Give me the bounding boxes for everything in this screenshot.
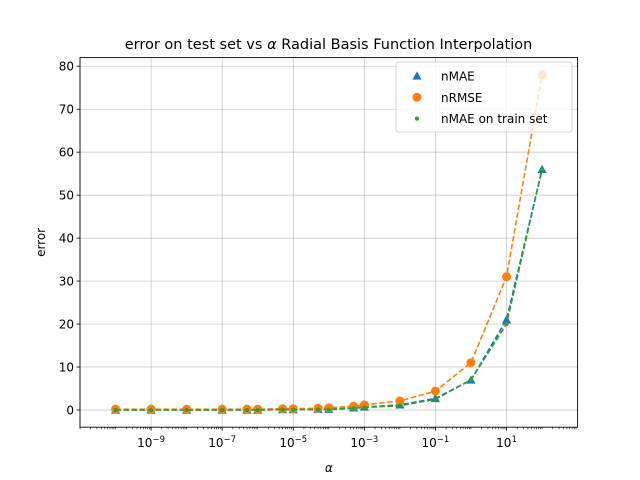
data-point-nmae-on-train-set xyxy=(244,407,250,413)
grid xyxy=(80,57,578,428)
data-point-nmae xyxy=(501,315,512,324)
x-tick-label: 101 xyxy=(496,435,517,450)
data-point-nmae-on-train-set xyxy=(468,377,474,383)
legend-marker xyxy=(414,116,420,121)
x-axis-label: α xyxy=(325,461,333,475)
data-point-nmae-on-train-set xyxy=(148,407,154,413)
data-point-nmae-on-train-set xyxy=(397,403,402,408)
legend-box xyxy=(395,61,573,133)
x-tick-label: 10−7 xyxy=(208,435,236,450)
y-tick-label: 10 xyxy=(59,361,74,375)
data-point-nmae-on-train-set xyxy=(504,321,509,327)
y-tick-label: 20 xyxy=(59,318,74,332)
data-point-nmae-on-train-set xyxy=(113,407,118,413)
x-tick-label: 10−9 xyxy=(137,435,165,450)
y-tick-label: 30 xyxy=(59,275,74,289)
y-tick-label: 40 xyxy=(59,232,74,246)
y-tick-label: 80 xyxy=(59,60,74,74)
data-point-nrmse xyxy=(466,358,476,368)
data-point-nmae-on-train-set xyxy=(326,407,331,412)
data-point-nrmse xyxy=(502,272,512,282)
y-tick-label: 0 xyxy=(66,404,74,418)
legend-label: nMAE xyxy=(441,70,475,84)
data-point-nmae-on-train-set xyxy=(362,405,367,410)
y-tick-label: 50 xyxy=(59,189,74,203)
data-point-nrmse xyxy=(395,396,405,406)
data-point-nmae-on-train-set xyxy=(280,407,285,412)
data-point-nmae-on-train-set xyxy=(539,167,545,172)
data-point-nmae-on-train-set xyxy=(255,407,260,413)
y-tick-label: 60 xyxy=(59,146,74,160)
data-point-nmae-on-train-set xyxy=(220,407,225,413)
legend-marker xyxy=(412,92,422,102)
data-point-nmae-on-train-set xyxy=(184,407,189,413)
data-point-nmae-on-train-set xyxy=(433,397,438,402)
legend[interactable]: nMAE nRMSE nMAE on train set xyxy=(395,61,573,133)
y-axis-label: error xyxy=(34,228,48,257)
series-nmae-on-train-set xyxy=(113,167,545,413)
x-tick-label: 10−5 xyxy=(279,435,307,450)
data-point-nmae-on-train-set xyxy=(351,406,356,411)
legend-label: nMAE on train set xyxy=(441,112,548,126)
series-layer xyxy=(110,70,547,414)
data-point-nmae-on-train-set xyxy=(316,407,321,412)
legend-label: nRMSE xyxy=(441,91,483,105)
x-axis: 10−9 10−7 10−5 10−3 10−1 101 xyxy=(79,427,577,450)
chart-title: error on test set vs α Radial Basis Func… xyxy=(125,37,533,53)
y-tick-label: 70 xyxy=(59,103,74,117)
y-axis: 0 10 20 30 40 50 60 70 80 xyxy=(59,60,80,418)
data-point-nmae-on-train-set xyxy=(291,407,296,412)
x-tick-label: 10−1 xyxy=(422,435,450,450)
data-point-nrmse xyxy=(430,386,440,396)
x-tick-label: 10−3 xyxy=(350,435,378,450)
legend-marker xyxy=(412,71,422,80)
